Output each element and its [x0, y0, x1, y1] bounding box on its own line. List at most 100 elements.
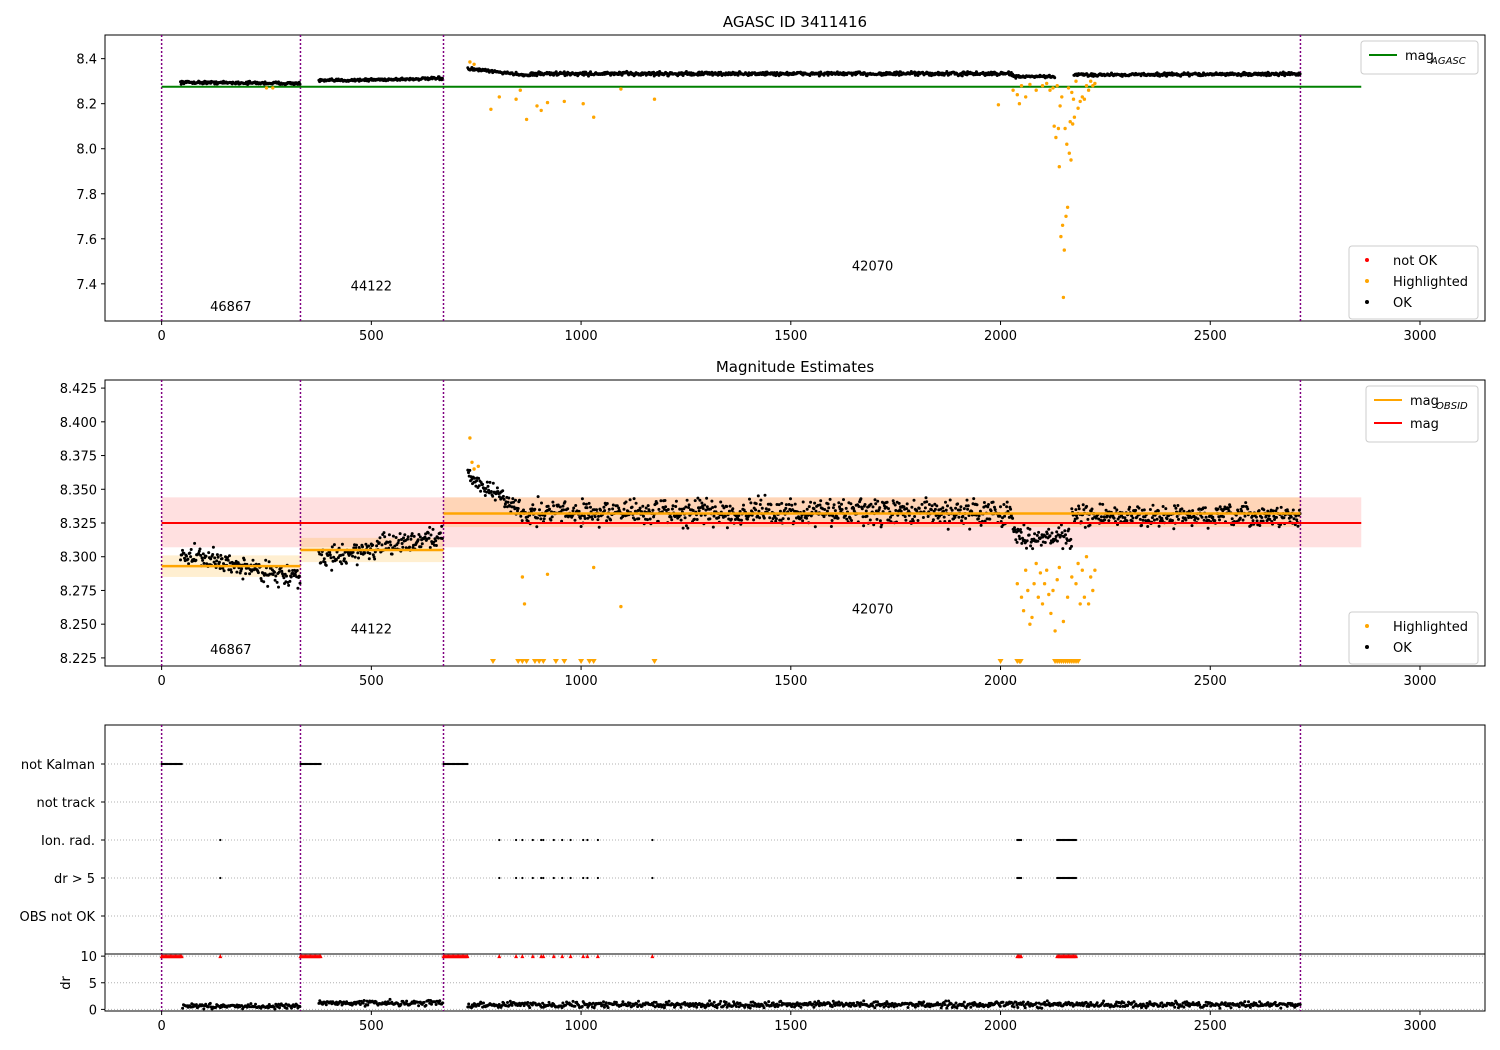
- ok-point: [1017, 534, 1021, 538]
- ok-point: [872, 523, 876, 527]
- ok-point: [1200, 515, 1204, 519]
- dr-point: [592, 1006, 596, 1010]
- highlighted-point: [1034, 88, 1038, 92]
- ok-point: [522, 508, 525, 512]
- dr-point: [290, 1006, 293, 1010]
- legend-line-subscript: OBSID: [1436, 401, 1468, 412]
- ok-point: [904, 518, 908, 522]
- ok-point: [938, 514, 941, 518]
- ok-point: [1047, 527, 1051, 531]
- ok-point: [238, 571, 242, 575]
- ok-point: [367, 557, 371, 561]
- ok-point: [193, 541, 197, 545]
- highlighted-point: [1023, 95, 1028, 99]
- highlighted-point: [1071, 122, 1075, 126]
- ok-point: [397, 538, 401, 542]
- ok-point: [477, 484, 481, 488]
- ok-point: [266, 584, 270, 588]
- ok-point: [850, 519, 853, 522]
- ok-point: [711, 506, 715, 509]
- ok-point: [403, 533, 407, 537]
- ok-point: [905, 502, 909, 506]
- highlighted-point: [1067, 151, 1072, 155]
- ok-point: [713, 505, 717, 509]
- dr-point: [1014, 1000, 1018, 1004]
- ok-point: [271, 573, 275, 576]
- ok-point: [351, 550, 355, 554]
- ok-point: [1059, 534, 1063, 537]
- ok-point: [1001, 516, 1004, 520]
- ok-point: [1091, 517, 1095, 521]
- ok-point: [353, 555, 357, 559]
- dr-point: [887, 1005, 891, 1009]
- ok-point: [1069, 537, 1073, 541]
- dr-point: [998, 1004, 1002, 1008]
- ok-point: [556, 503, 560, 507]
- ok-point: [857, 505, 861, 508]
- highlighted-point: [1058, 104, 1062, 108]
- ok-point: [1228, 505, 1232, 509]
- ok-point: [1003, 514, 1007, 518]
- ok-point: [979, 523, 983, 527]
- x-tick-label: 1500: [774, 1019, 807, 1034]
- ok-point: [287, 569, 291, 573]
- ok-point: [297, 574, 301, 578]
- ok-point: [670, 507, 674, 511]
- dr-point: [430, 1002, 433, 1006]
- ok-point: [1137, 506, 1141, 510]
- ok-point: [1053, 76, 1057, 80]
- ok-point: [506, 500, 510, 504]
- legend-marker: [1365, 279, 1369, 283]
- ok-point: [1216, 507, 1220, 511]
- ok-point: [582, 502, 586, 506]
- dr-point: [1028, 1004, 1032, 1008]
- ok-point: [638, 506, 642, 510]
- obsid-label: 46867: [210, 643, 251, 658]
- x-tick-label: 2000: [984, 1019, 1017, 1034]
- legend-line-label: mag: [1410, 417, 1439, 432]
- highlighted-point: [518, 88, 522, 92]
- dr-point: [1205, 1004, 1209, 1008]
- ok-point: [961, 514, 965, 518]
- ok-point: [740, 518, 743, 522]
- ok-point: [659, 499, 663, 503]
- dr-point: [683, 1001, 687, 1004]
- ok-point: [412, 534, 416, 538]
- ok-point: [1015, 540, 1019, 544]
- highlighted-point: [1078, 602, 1082, 606]
- ok-point: [982, 501, 986, 504]
- flag-point: [596, 876, 600, 880]
- ok-point: [602, 505, 606, 509]
- dr-point: [1285, 1004, 1289, 1008]
- ok-point: [548, 507, 551, 511]
- ok-point: [558, 505, 562, 509]
- ok-point: [958, 508, 962, 512]
- highlighted-point: [1093, 81, 1097, 86]
- flag-point: [569, 876, 572, 880]
- ok-point: [931, 518, 935, 522]
- dr-point: [743, 1005, 747, 1009]
- ok-point: [742, 503, 745, 507]
- ok-point: [975, 503, 979, 507]
- ok-point: [355, 563, 359, 567]
- flag-point: [651, 876, 654, 880]
- ok-point: [566, 507, 570, 511]
- ok-point: [424, 532, 428, 536]
- ok-point: [440, 76, 444, 80]
- ok-point: [355, 543, 358, 547]
- ok-point: [1190, 524, 1194, 528]
- ok-point: [941, 506, 945, 510]
- dr-clipped-marker: [179, 954, 184, 959]
- ok-point: [322, 557, 326, 561]
- dr-point: [510, 1003, 514, 1007]
- ok-point: [1099, 515, 1103, 519]
- dr-point: [1223, 1001, 1227, 1005]
- y-tick-label: 7.4: [76, 278, 97, 293]
- dr-point: [361, 1001, 365, 1005]
- ok-point: [774, 517, 778, 521]
- ok-point: [864, 509, 868, 513]
- ok-point: [597, 514, 600, 518]
- ok-point: [860, 507, 864, 511]
